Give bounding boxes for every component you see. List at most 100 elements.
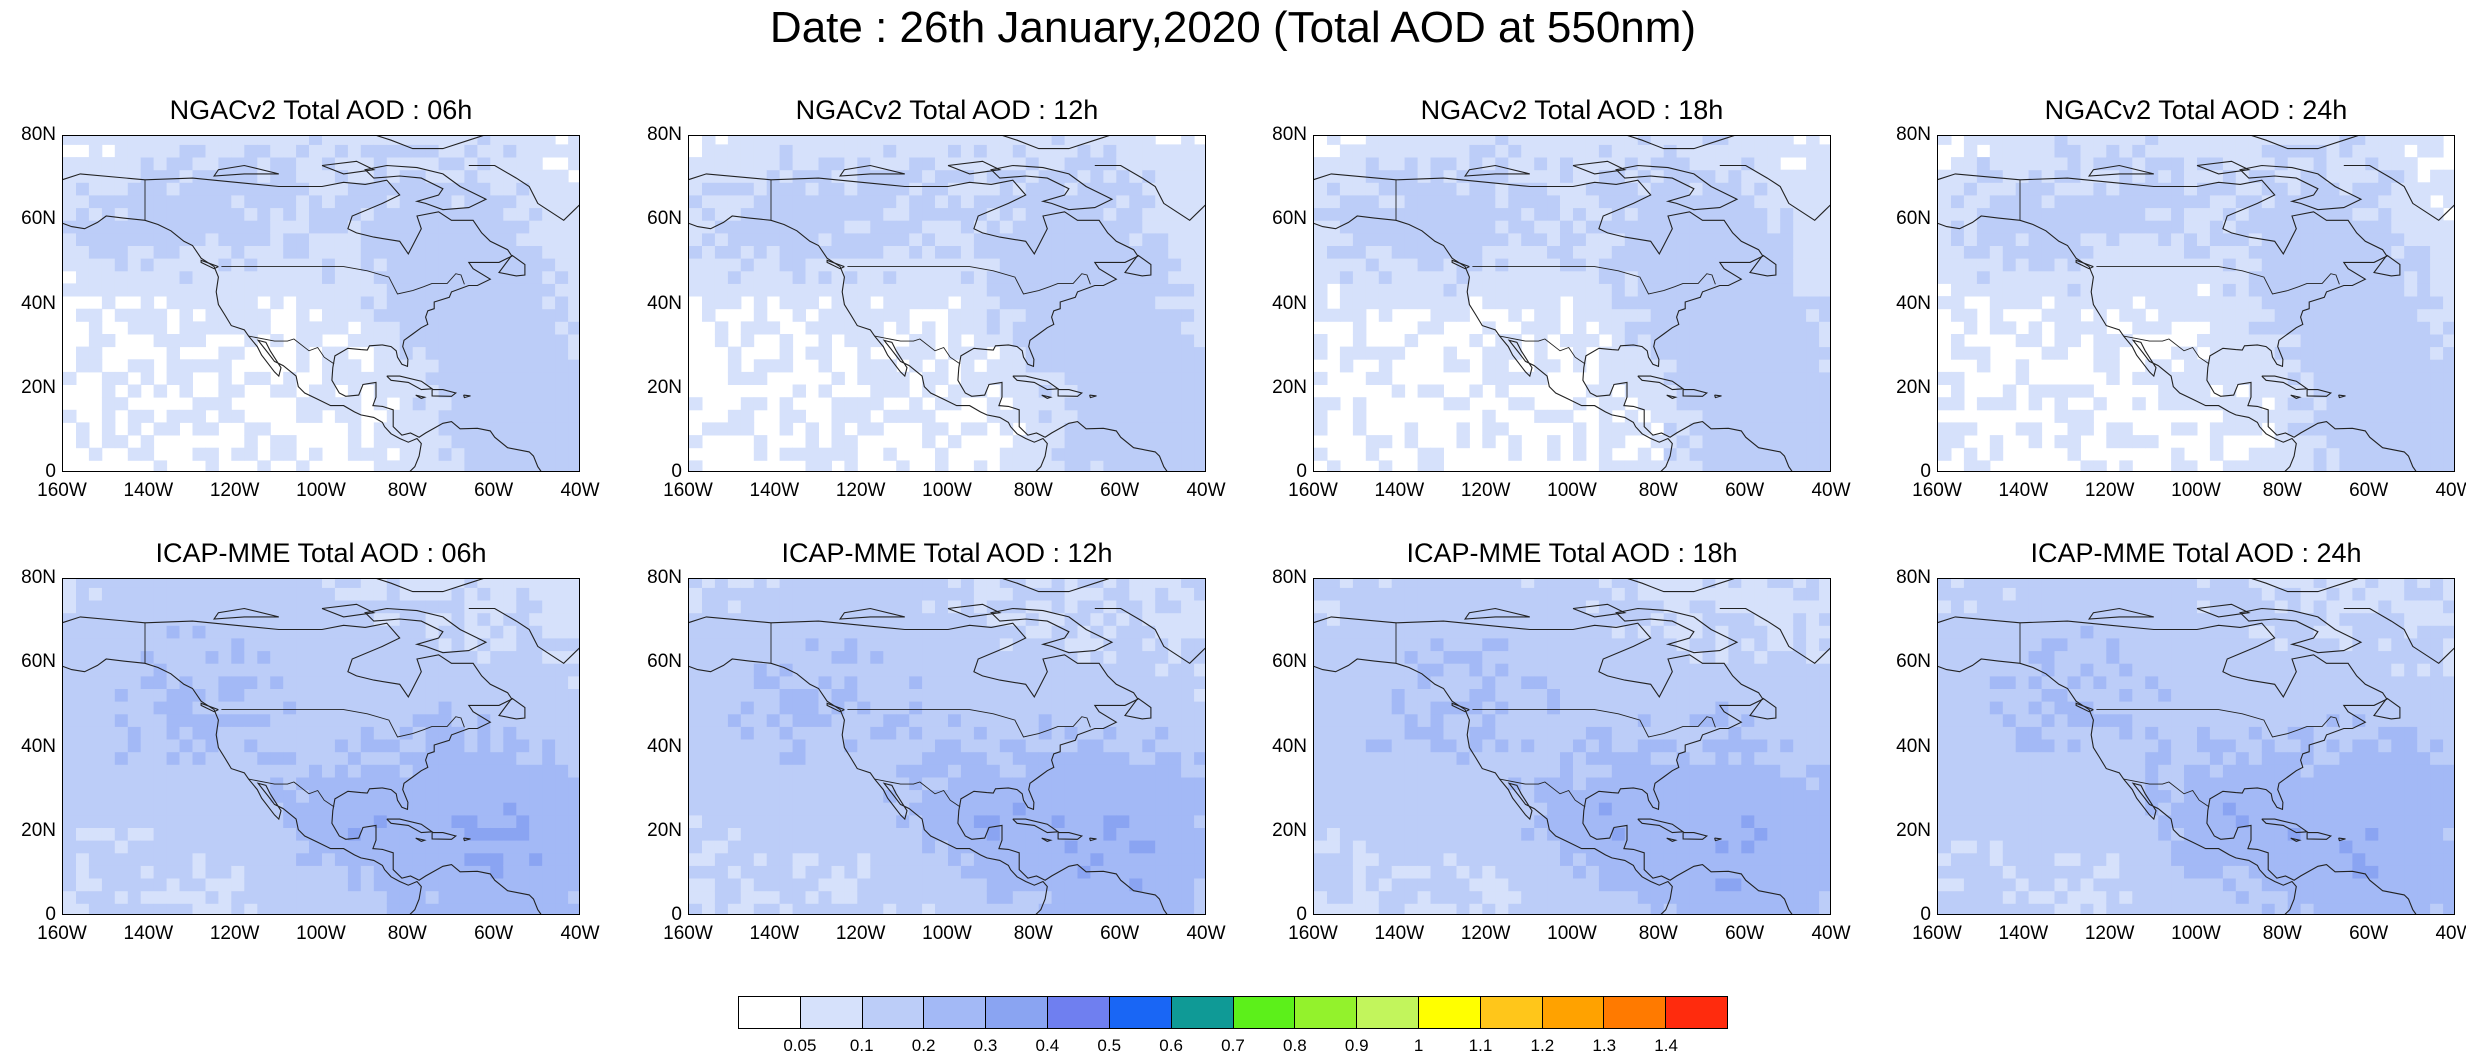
colorbar-label: 0.3 — [973, 1036, 998, 1055]
lon-tick-label: 40W — [2435, 923, 2466, 944]
lat-tick-label: 40N — [1272, 735, 1307, 757]
coastline — [431, 389, 458, 397]
coastline — [1938, 215, 2297, 471]
coastline — [463, 394, 471, 399]
lon-tick-label: 120W — [835, 480, 886, 501]
lon-tick-label: 60W — [1100, 923, 1140, 944]
coastline — [1002, 136, 1110, 150]
coastline — [2290, 394, 2302, 400]
coastline — [1572, 160, 1627, 175]
coastline — [839, 164, 905, 177]
coastline — [2343, 607, 2454, 665]
lat-tick-label: 40N — [21, 292, 56, 314]
colorbar-swatch — [739, 997, 801, 1028]
border-line — [874, 778, 961, 808]
coastline — [1714, 837, 1722, 842]
lat-tick-label: 20N — [1272, 376, 1307, 398]
coastline — [1451, 702, 1470, 713]
coastline — [826, 259, 845, 270]
coastline — [1572, 603, 1627, 618]
colorbar-swatch — [800, 997, 863, 1028]
coastline — [386, 375, 434, 391]
lon-tick-label: 60W — [474, 923, 514, 944]
lat-tick-label: 60N — [1896, 208, 1931, 230]
map-field — [63, 136, 579, 471]
colorbar-swatch — [1109, 997, 1172, 1028]
lon-tick-label: 60W — [1100, 480, 1140, 501]
lon-tick-label: 140W — [1998, 923, 2049, 944]
lon-tick-label: 40W — [1811, 480, 1851, 501]
coastline — [1089, 837, 1097, 842]
coastline — [2251, 579, 2359, 593]
panel-title: ICAP-MME Total AOD : 06h — [155, 538, 487, 568]
coastline — [1041, 394, 1053, 400]
lon-tick-label: 140W — [1374, 923, 1425, 944]
lat-tick-label: 60N — [647, 208, 682, 230]
colorbar-label: 0.5 — [1097, 1036, 1122, 1055]
colorbar-label: 0.05 — [783, 1036, 817, 1055]
lon-tick-label: 100W — [296, 923, 346, 944]
coastline — [1124, 697, 1152, 720]
lon-tick-label: 140W — [123, 480, 174, 501]
colorbar-label: 1.1 — [1468, 1036, 1493, 1055]
panel-title: NGACv2 Total AOD : 06h — [169, 95, 473, 125]
lon-tick-label: 60W — [474, 480, 514, 501]
lat-tick-label: 0 — [1920, 904, 1931, 925]
lat-tick-label: 0 — [1296, 461, 1307, 482]
lon-tick-label: 160W — [37, 480, 87, 501]
coastline — [689, 658, 1048, 914]
lon-tick-label: 80W — [1013, 480, 1053, 501]
lon-tick-label: 120W — [1460, 923, 1511, 944]
aod-map-panel — [1937, 578, 2455, 915]
border-line — [874, 335, 961, 365]
coastline — [1938, 173, 2417, 471]
border-line — [1472, 266, 1716, 295]
coastline — [689, 616, 1168, 914]
coastline — [2251, 136, 2359, 150]
lat-tick-label: 20N — [1896, 819, 1931, 841]
lat-tick-label: 40N — [1272, 292, 1307, 314]
lat-tick-label: 20N — [647, 376, 682, 398]
coastline — [431, 832, 458, 840]
lon-tick-label: 80W — [1638, 480, 1678, 501]
border-line — [221, 709, 465, 738]
coastline — [1627, 579, 1735, 593]
coastline — [2075, 702, 2094, 713]
lon-tick-label: 160W — [1288, 923, 1338, 944]
coastline — [213, 164, 279, 177]
lat-tick-label: 20N — [1896, 376, 1931, 398]
colorbar-label: 1.4 — [1654, 1036, 1678, 1055]
coastline — [63, 173, 542, 471]
lon-tick-label: 120W — [209, 923, 260, 944]
lon-tick-label: 80W — [387, 480, 427, 501]
lon-tick-label: 40W — [1811, 923, 1851, 944]
coastline — [1012, 375, 1060, 391]
map-field — [63, 579, 579, 914]
colorbar-swatch — [1418, 997, 1481, 1028]
colorbar-label: 0.9 — [1344, 1036, 1369, 1055]
coastline — [2373, 254, 2401, 277]
coastline — [321, 160, 376, 175]
panel-title: NGACv2 Total AOD : 18h — [1420, 95, 1724, 125]
map-field — [1314, 579, 1830, 914]
lon-tick-label: 100W — [922, 480, 972, 501]
coastline — [376, 579, 484, 593]
lon-tick-label: 80W — [1638, 923, 1678, 944]
aod-map-panel — [688, 578, 1206, 915]
lon-tick-label: 160W — [1912, 923, 1962, 944]
coastline — [2338, 394, 2346, 399]
colorbar-swatch — [1480, 997, 1543, 1028]
border-line — [2096, 266, 2340, 295]
coastline — [1637, 375, 1685, 391]
colorbar-label: 1.3 — [1592, 1036, 1617, 1055]
colorbar-label: 0.7 — [1221, 1036, 1245, 1055]
lon-tick-label: 100W — [1547, 923, 1597, 944]
coastline — [1464, 164, 1530, 177]
coastline — [1719, 607, 1830, 665]
coastline — [364, 164, 488, 211]
lat-tick-label: 0 — [45, 461, 56, 482]
lat-tick-label: 60N — [1896, 651, 1931, 673]
lon-tick-label: 60W — [2349, 480, 2389, 501]
coastline — [2088, 607, 2154, 620]
lat-tick-label: 0 — [671, 461, 682, 482]
